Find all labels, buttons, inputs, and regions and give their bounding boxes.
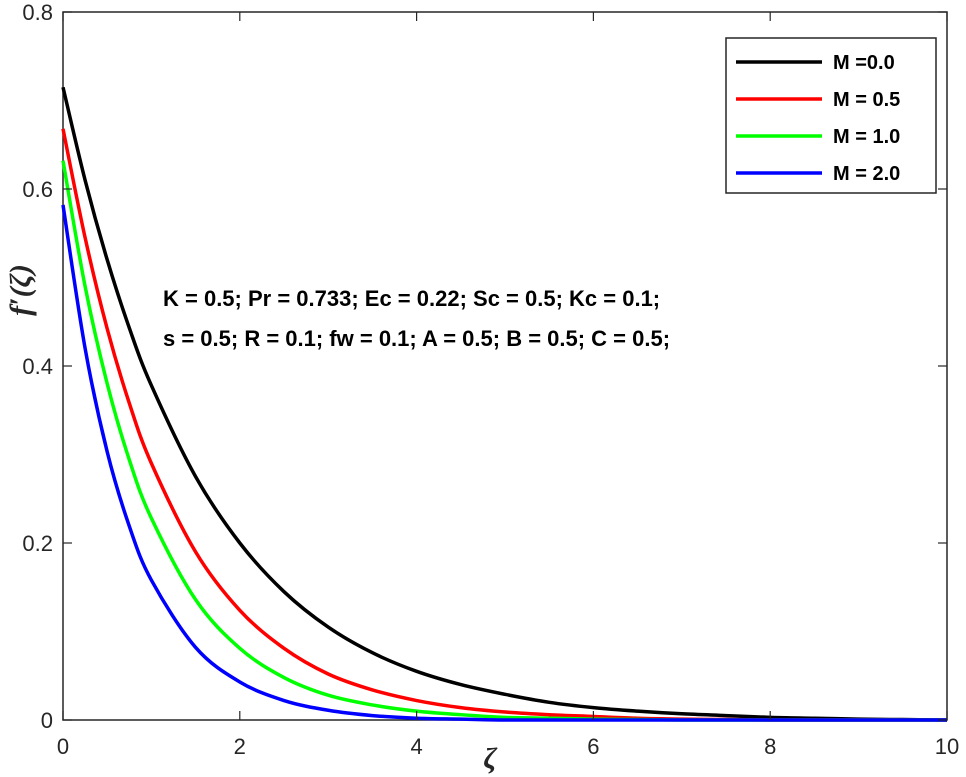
series-line-0	[61, 86, 948, 722]
y-axis-label: f′(ζ)	[4, 264, 37, 316]
y-tick-label: 0.4	[22, 354, 53, 379]
ticks-layer: 0 2 4 6 8 10 0 0.2 0.4 0.6 0.8	[22, 0, 959, 759]
legend-box	[725, 37, 937, 194]
y-tick-label: 0	[41, 708, 53, 733]
legend-label-3: M = 2.0	[833, 163, 900, 185]
x-tick-label: 8	[764, 734, 776, 759]
series-layer	[61, 86, 948, 722]
y-tick-label: 0.6	[22, 177, 53, 202]
y-tick-label: 0.8	[22, 0, 53, 25]
legend-label-1: M = 0.5	[833, 89, 900, 111]
legend-label-2: M = 1.0	[833, 126, 900, 148]
y-tick-label: 0.2	[22, 531, 53, 556]
series-line-3	[61, 204, 947, 722]
legend-entries: M =0.0 M = 0.5 M = 1.0 M = 2.0	[736, 52, 900, 185]
x-tick-label: 6	[587, 734, 599, 759]
legend-label-0: M =0.0	[833, 52, 895, 74]
annotation-line-2: s = 0.5; R = 0.1; fw = 0.1; A = 0.5; B =…	[163, 326, 670, 351]
x-tick-label: 10	[935, 734, 959, 759]
annotation-line-1: K = 0.5; Pr = 0.733; Ec = 0.22; Sc = 0.5…	[163, 286, 660, 311]
x-axis-label: ζ	[483, 742, 498, 775]
x-tick-label: 0	[57, 734, 69, 759]
x-tick-label: 2	[234, 734, 246, 759]
legend: M =0.0 M = 0.5 M = 1.0 M = 2.0	[725, 37, 937, 194]
x-tick-label: 4	[410, 734, 422, 759]
